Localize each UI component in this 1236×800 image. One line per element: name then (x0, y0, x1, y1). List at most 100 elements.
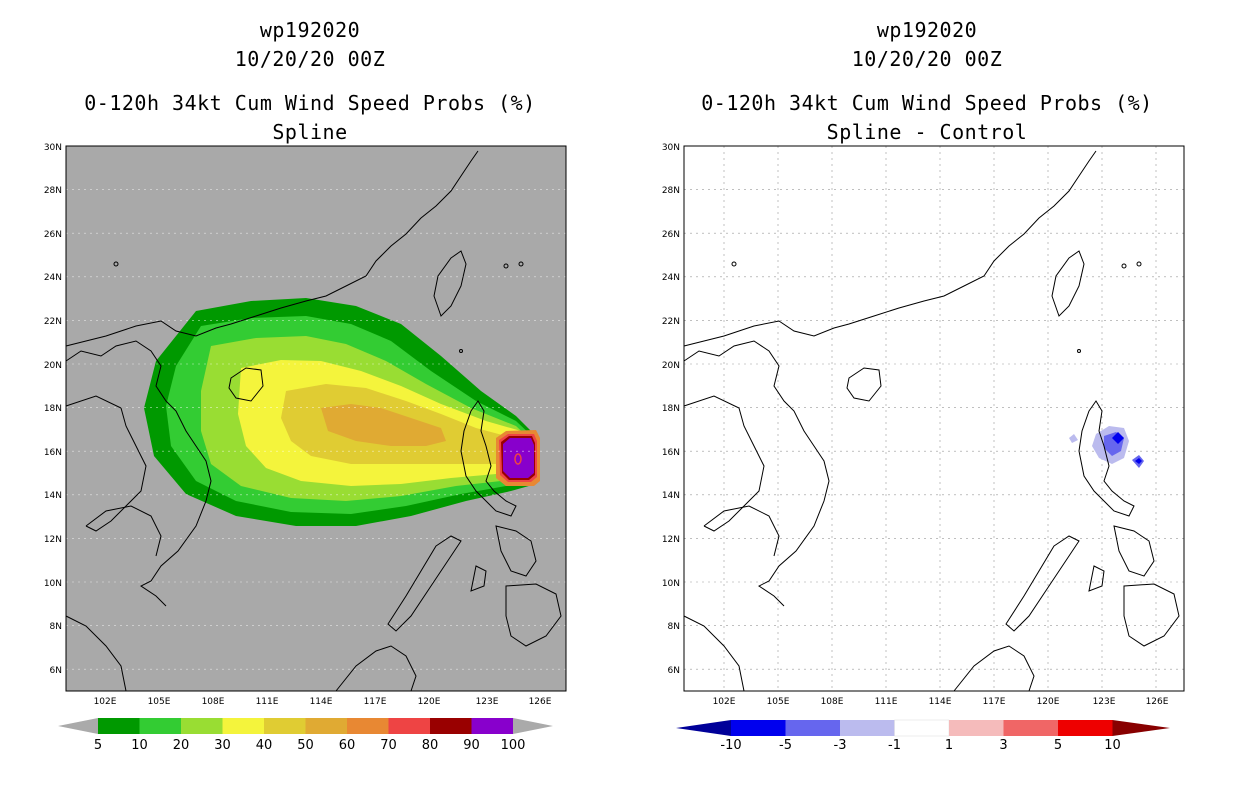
lat-label: 18N (662, 404, 680, 414)
colorbar-swatch (894, 719, 950, 737)
colorbar-swatch (430, 718, 472, 734)
lon-label: 117E (364, 697, 387, 707)
colorbar-label: 70 (380, 738, 397, 753)
lat-label: 18N (44, 404, 62, 414)
colorbar-swatch (264, 718, 306, 734)
lon-label: 126E (1146, 697, 1169, 707)
colorbar-swatch (1003, 720, 1058, 736)
lat-label: 16N (44, 448, 62, 458)
lon-label: 105E (148, 697, 171, 707)
lat-label: 8N (50, 622, 62, 632)
colorbar-swatch (139, 718, 181, 734)
lon-label: 111E (875, 697, 898, 707)
left-subtitle: Spline (272, 120, 348, 144)
left-probability-swath (144, 298, 540, 526)
colorbar-label: 10 (1104, 738, 1121, 753)
colorbar-swatch (731, 720, 786, 736)
lat-label: 26N (44, 230, 62, 240)
colorbar-label: 1 (945, 738, 953, 753)
right-lat-labels: 30N 28N 26N 24N 22N 20N 18N 16N 14N 12N … (662, 143, 680, 676)
colorbar-swatch (347, 718, 389, 734)
lat-label: 12N (44, 535, 62, 545)
colorbar-swatch (785, 720, 840, 736)
lat-label: 6N (668, 666, 680, 676)
colorbar-label: 90 (463, 738, 480, 753)
lon-label: 105E (767, 697, 790, 707)
lat-label: 10N (662, 579, 680, 589)
colorbar-label: -10 (720, 738, 741, 753)
lat-label: 6N (50, 666, 62, 676)
lat-label: 14N (44, 491, 62, 501)
colorbar-under-triangle (676, 720, 731, 736)
lon-label: 117E (983, 697, 1006, 707)
left-datetime: 10/20/20 00Z (234, 47, 386, 71)
colorbar-swatch (222, 718, 264, 734)
left-storm-id: wp192020 (259, 18, 361, 42)
diff-minus5-area (1112, 432, 1124, 444)
right-storm-id: wp192020 (876, 18, 978, 42)
right-datetime: 10/20/20 00Z (851, 47, 1003, 71)
lat-label: 12N (662, 535, 680, 545)
colorbar-swatch (840, 720, 895, 736)
lon-label: 111E (256, 697, 279, 707)
right-map-background (684, 146, 1184, 691)
colorbar-label: 30 (214, 738, 231, 753)
colorbar-swatch (181, 718, 223, 734)
left-colorbar: 5 10 20 30 40 50 60 70 80 90 100 (58, 718, 553, 753)
lon-label: 114E (310, 697, 333, 707)
right-difference-contours (1069, 426, 1144, 468)
right-product-title: 0-120h 34kt Cum Wind Speed Probs (%) (701, 91, 1153, 115)
colorbar-over-triangle (513, 718, 553, 734)
lat-label: 22N (662, 317, 680, 327)
colorbar-under-triangle (58, 718, 98, 734)
lat-label: 16N (662, 448, 680, 458)
lon-label: 102E (713, 697, 736, 707)
right-subtitle: Spline - Control (826, 120, 1028, 144)
lat-label: 30N (44, 143, 62, 153)
colorbar-swatch (949, 720, 1004, 736)
lat-label: 28N (44, 186, 62, 196)
right-gridlines (684, 146, 1184, 691)
left-map-frame (65, 145, 567, 692)
colorbar-label: -1 (888, 738, 901, 753)
colorbar-swatch (98, 718, 140, 734)
storm-center-marker (514, 453, 522, 465)
lat-label: 10N (44, 579, 62, 589)
colorbar-swatch (388, 718, 430, 734)
lon-label: 102E (94, 697, 117, 707)
left-lon-labels: 102E 105E 108E 111E 114E 117E 120E 123E … (94, 697, 552, 707)
colorbar-label: 100 (501, 738, 526, 753)
lat-label: 26N (662, 230, 680, 240)
lat-label: 24N (662, 273, 680, 283)
colorbar-label: 50 (297, 738, 314, 753)
colorbar-label: 80 (422, 738, 439, 753)
colorbar-label: -5 (779, 738, 792, 753)
lon-label: 120E (1037, 697, 1060, 707)
lat-label: 30N (662, 143, 680, 153)
lon-label: 114E (929, 697, 952, 707)
lat-label: 28N (662, 186, 680, 196)
lon-label: 120E (418, 697, 441, 707)
colorbar-label: 5 (94, 738, 102, 753)
colorbar-label: -3 (834, 738, 847, 753)
lon-label: 123E (1093, 697, 1116, 707)
colorbar-label: 3 (999, 738, 1007, 753)
diff-minus1-tiny (1069, 434, 1078, 443)
colorbar-swatch (1058, 720, 1113, 736)
lon-label: 108E (821, 697, 844, 707)
lat-label: 24N (44, 273, 62, 283)
diff-minus5-small (1135, 458, 1142, 464)
right-map-frame (683, 145, 1185, 692)
colorbar-label: 5 (1054, 738, 1062, 753)
left-lat-labels: 30N 28N 26N 24N 22N 20N 18N 16N 14N 12N … (44, 143, 62, 676)
lat-label: 20N (44, 361, 62, 371)
lat-label: 22N (44, 317, 62, 327)
colorbar-swatch (471, 718, 513, 734)
colorbar-label: 20 (173, 738, 190, 753)
right-colorbar: -10 -5 -3 -1 1 3 5 10 (676, 719, 1170, 753)
left-product-title: 0-120h 34kt Cum Wind Speed Probs (%) (84, 91, 536, 115)
swath-50 (321, 404, 446, 446)
left-map (65, 145, 567, 692)
swath-90 (503, 438, 534, 478)
